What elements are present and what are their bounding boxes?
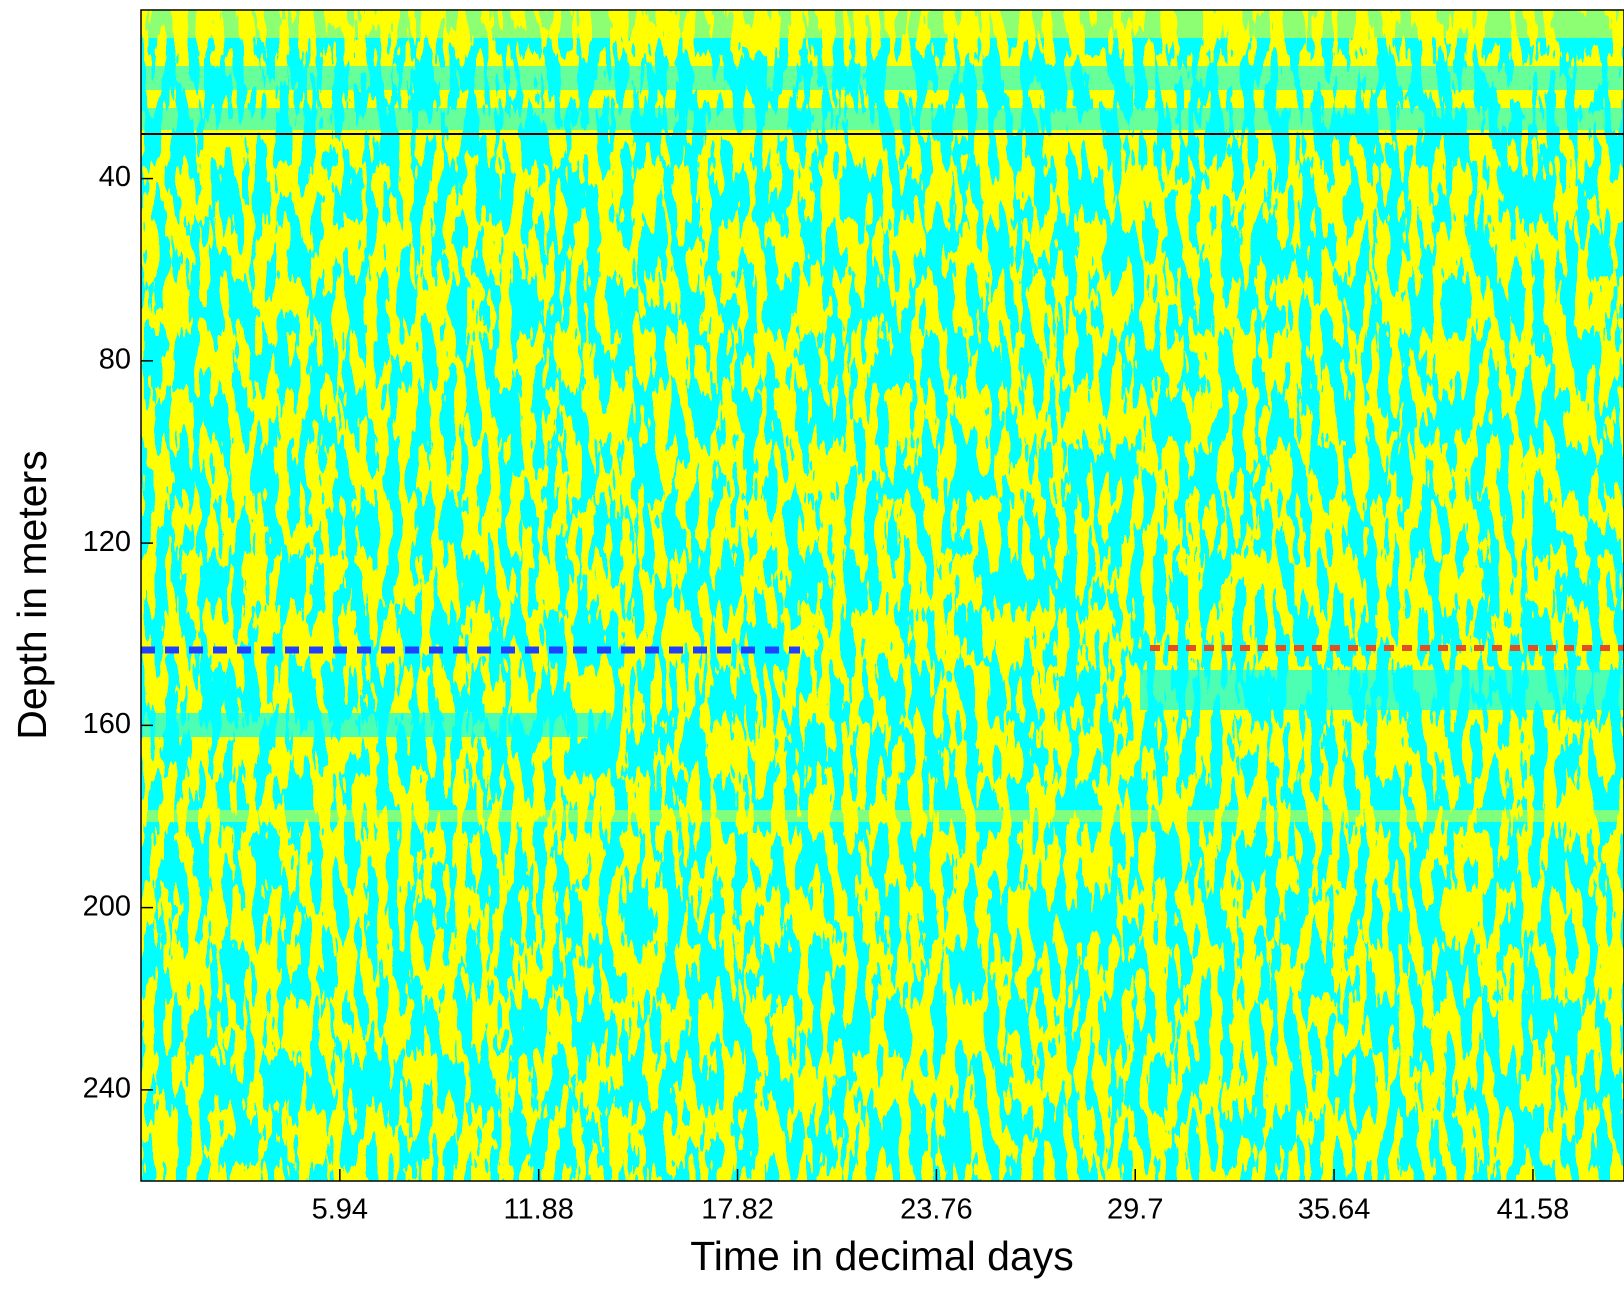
y-tick-label: 240	[83, 1073, 131, 1105]
x-tick-label: 23.76	[900, 1194, 973, 1226]
y-tick-label: 200	[83, 890, 131, 922]
plot-frame	[140, 9, 1624, 1182]
x-tick-label: 29.7	[1107, 1194, 1163, 1226]
y-tick-label: 120	[83, 526, 131, 558]
x-tick-label: 35.64	[1298, 1194, 1371, 1226]
x-tick-label: 17.82	[701, 1194, 774, 1226]
y-axis-label: Depth in meters	[9, 450, 55, 739]
y-tick-label: 160	[83, 708, 131, 740]
x-tick-label: 5.94	[312, 1194, 368, 1226]
x-tick-label: 41.58	[1497, 1194, 1570, 1226]
y-tick-label: 40	[99, 161, 131, 193]
contour-field	[141, 10, 1624, 1181]
x-tick-label: 11.88	[503, 1194, 573, 1226]
x-axis-label: Time in decimal days	[690, 1233, 1074, 1279]
y-tick-label: 80	[99, 344, 131, 376]
